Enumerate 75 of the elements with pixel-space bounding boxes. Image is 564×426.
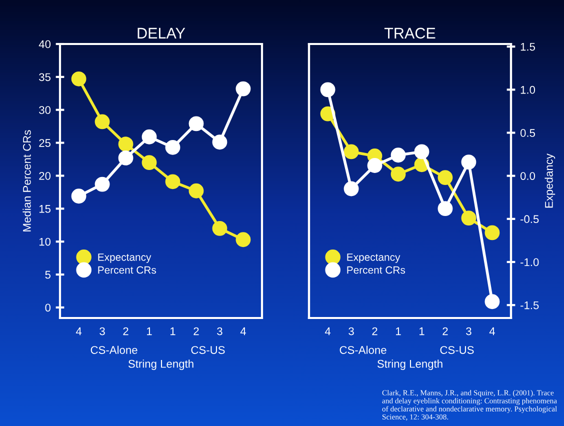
x-tick-label: 4 (240, 327, 246, 336)
point (165, 140, 180, 155)
point (438, 170, 453, 186)
y2-tick-label: -1.5 (520, 301, 539, 310)
x-tick-label: 2 (442, 327, 448, 336)
point (390, 166, 406, 182)
point (212, 134, 228, 150)
point (118, 150, 134, 166)
y2-tick-label: 1.5 (520, 42, 536, 51)
point (94, 114, 110, 130)
point (344, 144, 359, 160)
x-tick-label: 1 (170, 327, 176, 336)
point (344, 181, 359, 196)
x-tick-label: 3 (217, 327, 222, 336)
point (484, 225, 500, 240)
x-tick-label: 1 (396, 327, 401, 336)
y-tick-label: 40 (38, 40, 51, 48)
y2-tick-label: 0.5 (520, 129, 536, 137)
legend-label: Expectancy (98, 254, 152, 263)
y-axis-title: Median Percent CRs (22, 130, 31, 232)
x-tick-label: 3 (348, 327, 354, 336)
x-tick-label: 2 (372, 327, 378, 336)
y-tick-label: 10 (39, 238, 51, 246)
point (367, 158, 382, 173)
y-tick-label: 0 (45, 304, 51, 312)
x-tick-label: 1 (147, 327, 152, 336)
point (71, 71, 86, 86)
point (438, 201, 453, 216)
x-axis-title: String Length (377, 360, 442, 370)
chart-title: TRACE (384, 28, 436, 39)
point (165, 174, 180, 190)
y2-tick-label: 0.0 (520, 172, 536, 180)
point (94, 176, 110, 192)
text: CS-Alone (340, 346, 386, 354)
text: CS-Alone (90, 346, 138, 354)
legend-label: Percent CRs (347, 266, 406, 274)
point (484, 294, 500, 310)
point (142, 129, 157, 144)
point (212, 220, 228, 236)
text: CS-US (191, 346, 225, 354)
y2-tick-label: 1.0 (520, 86, 536, 94)
point (461, 210, 476, 226)
chart-title: DELAY (138, 28, 186, 38)
y-tick-label: 15 (39, 205, 51, 213)
x-tick-label: 2 (194, 327, 199, 336)
legend-label: Expectancy (347, 254, 400, 263)
x-axis-title: String Length (128, 360, 194, 370)
point (236, 81, 251, 96)
point (188, 183, 204, 198)
x-tick-label: 4 (76, 327, 82, 336)
point (236, 232, 251, 248)
point (142, 155, 157, 170)
x-tick-label: 4 (324, 327, 331, 336)
x-tick-label: 3 (466, 327, 472, 336)
y-tick-label: 5 (45, 270, 51, 279)
point (188, 116, 204, 132)
point (414, 144, 430, 160)
y2-tick-label: -1.0 (520, 258, 539, 266)
point (118, 136, 134, 152)
x-tick-label: 4 (489, 327, 495, 336)
point (320, 82, 336, 98)
y-tick-label: 25 (39, 139, 51, 147)
x-tick-label: 3 (100, 327, 105, 336)
x-tick-label: 2 (123, 327, 128, 336)
y-tick-label: 35 (39, 73, 51, 82)
x-tick-label: 1 (420, 327, 424, 336)
y2-tick-label: -0.5 (520, 215, 539, 224)
y-tick-label: 30 (39, 106, 51, 114)
point (71, 188, 86, 204)
y-tick-label: 20 (39, 172, 51, 180)
y2-axis-title: Expedancy (544, 154, 556, 208)
point (390, 148, 406, 163)
point (461, 154, 476, 170)
text: CS-US (440, 346, 474, 354)
legend-label: Percent CRs (98, 266, 156, 274)
